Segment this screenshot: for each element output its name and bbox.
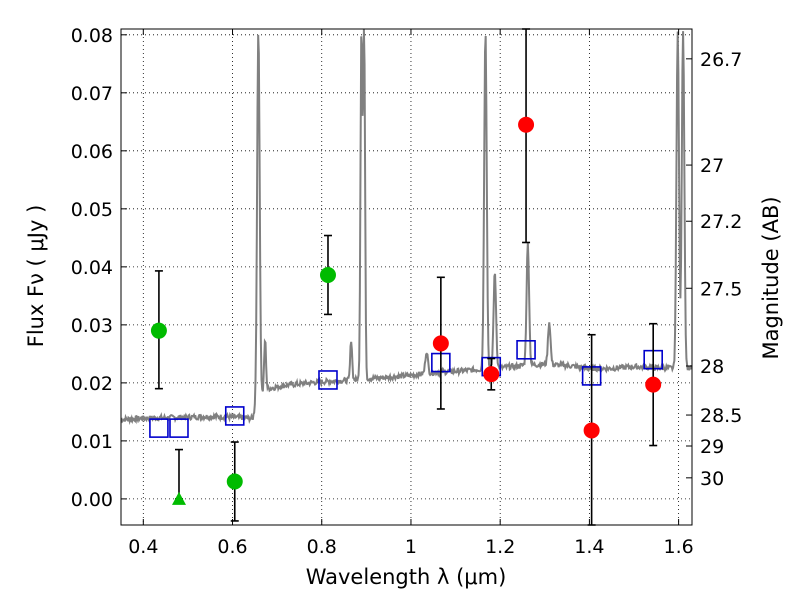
green-upper-limit-triangle [171, 491, 186, 505]
green-data-point [319, 266, 336, 283]
x-tick-label: 1 [405, 536, 417, 558]
red-data-point [583, 422, 600, 439]
y-tick-label: 0.02 [71, 373, 113, 395]
grid-lines [121, 29, 692, 525]
x-tick-label: 0.8 [307, 536, 337, 558]
model-square-point [224, 406, 245, 426]
right-tick-label: 27.2 [700, 211, 742, 233]
y-tick-label: 0.00 [71, 489, 113, 511]
spectrum-layer [121, 29, 692, 426]
axis-ticks: 0.4 0.6 0.8 1 1.2 1.4 1.6 0.00 0.01 0.02 0.03 0.04 0… [71, 25, 743, 558]
y-tick-label: 0.07 [71, 83, 113, 105]
right-tick-label: 27 [700, 155, 724, 177]
red-data-point [518, 116, 535, 133]
right-tick-label: 29 [700, 436, 724, 458]
red-data-point [483, 366, 500, 383]
red-data-point [645, 376, 662, 393]
y-tick-label: 0.05 [71, 199, 113, 221]
x-tick-label: 1.2 [485, 536, 515, 558]
right-tick-label: 30 [700, 468, 724, 490]
x-tick-label: 1.4 [574, 536, 604, 558]
y-tick-label: 0.03 [71, 315, 113, 337]
green-data-point [226, 473, 243, 490]
error-bars-layer [154, 28, 658, 526]
model-spectrum-line [121, 29, 692, 426]
y-tick-label: 0.08 [71, 25, 113, 47]
plot-frame [120, 28, 693, 526]
right-tick-label: 26.7 [700, 49, 742, 71]
x-axis-label: Wavelength λ (μm) [306, 565, 507, 589]
data-points-layer [150, 116, 662, 505]
right-tick-label: 28 [700, 356, 724, 378]
model-square-point [516, 340, 536, 360]
model-square-point [149, 418, 169, 438]
y-tick-label: 0.01 [71, 431, 113, 453]
right-tick-label: 27.5 [700, 278, 742, 300]
x-tick-label: 0.4 [128, 536, 158, 558]
model-square-point [318, 370, 338, 390]
y-tick-label: 0.04 [71, 257, 113, 279]
y-axis-label: Flux Fν ( μJy ) [24, 205, 48, 348]
y-tick-label: 0.06 [71, 141, 113, 163]
red-data-point [432, 335, 449, 352]
x-tick-label: 1.6 [664, 536, 694, 558]
model-points-layer [149, 340, 663, 438]
model-square-point [169, 418, 189, 438]
green-data-point [150, 322, 167, 339]
right-axis-label: Magnitude (AB) [759, 196, 783, 359]
right-tick-label: 28.5 [700, 405, 742, 427]
x-tick-label: 0.6 [217, 536, 247, 558]
